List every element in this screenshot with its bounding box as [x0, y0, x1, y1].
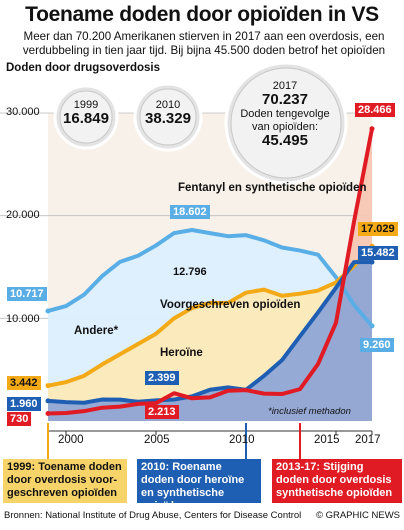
area-heroine — [48, 262, 372, 421]
x-tick-label: 2005 — [144, 434, 170, 446]
stat-circle-inner — [230, 67, 342, 179]
value-label: 730 — [7, 412, 32, 426]
y-tick-label: 30.000 — [6, 106, 40, 118]
value-label: 2.399 — [145, 371, 179, 385]
y-tick-label: 10.000 — [6, 313, 40, 325]
value-label: 10.717 — [7, 287, 47, 301]
stat-circle-inner — [139, 88, 197, 146]
circle-1999: 1999 16.849 — [57, 99, 115, 127]
circle-subvalue: 45.495 — [262, 132, 308, 149]
x-axis — [47, 423, 373, 459]
data-point — [45, 398, 51, 404]
line-voorgeschreven — [47, 244, 374, 388]
footnote: *inclusief methadon — [268, 406, 351, 417]
source-text: Bronnen: National Institute of Drug Abus… — [4, 510, 302, 521]
circle-2017: 2017 70.237 Doden tengevolge van opioïde… — [238, 80, 332, 149]
panel-1999: 1999: Toename doden door overdosis voor-… — [3, 459, 127, 503]
value-label: 9.260 — [360, 338, 394, 352]
circle-2010: 2010 38.329 — [136, 99, 200, 127]
circle-sublabel: Doden tengevolge van opioïden: — [240, 108, 330, 133]
y-tick-label: 20.000 — [6, 209, 40, 221]
data-point — [45, 383, 51, 389]
circle-value: 38.329 — [145, 110, 191, 127]
label-andere: Andere* — [74, 325, 119, 337]
x-tick-label: 2010 — [229, 434, 255, 446]
panel-2013-17: 2013-17: Stijging doden door overdosis s… — [272, 459, 402, 503]
series-lines — [45, 126, 375, 417]
value-label: 18.602 — [170, 205, 210, 219]
x-tick-label: 2000 — [58, 434, 84, 446]
y-axis-label: Doden door drugsoverdosis — [6, 62, 160, 74]
line-heroine — [47, 260, 373, 405]
page-title: Toename doden door opioïden in VS — [25, 3, 379, 26]
value-label: 2.213 — [145, 405, 179, 419]
circle-value: 16.849 — [63, 110, 109, 127]
value-label: 3.442 — [7, 376, 41, 390]
stat-circle-inner — [59, 90, 113, 144]
value-label: 1.960 — [7, 397, 41, 411]
data-point — [45, 308, 51, 314]
value-label: 17.029 — [358, 222, 398, 236]
data-point — [369, 323, 375, 329]
data-point — [369, 126, 375, 132]
areas — [48, 128, 372, 421]
data-point — [45, 411, 51, 417]
circle-year: 2017 — [272, 80, 298, 92]
label-fentanyl: Fentanyl en synthetische opioïden — [178, 182, 367, 194]
data-point — [369, 259, 375, 265]
value-label: 28.466 — [355, 103, 395, 117]
subtitle: Meer dan 70.200 Amerikanen stierven in 2… — [22, 30, 386, 57]
line-andere — [47, 228, 374, 328]
circle-year: 1999 — [73, 99, 99, 111]
credit-text: © GRAPHIC NEWS — [315, 510, 400, 521]
panel-2010: 2010: Roename doden door heroïne en synt… — [137, 459, 261, 512]
circle-value: 70.237 — [262, 91, 308, 108]
label-voorgeschreven: Voorgeschreven opioïden — [160, 299, 301, 311]
line-fentanyl — [47, 128, 374, 416]
x-tick-label: 2015 — [314, 434, 340, 446]
value-label: 15.482 — [358, 246, 398, 260]
value-label: 12.796 — [173, 266, 207, 278]
circles — [53, 61, 348, 185]
circle-year: 2010 — [155, 99, 181, 111]
x-tick-label: 2017 — [355, 434, 381, 446]
label-heroine: Heroïne — [160, 347, 203, 359]
